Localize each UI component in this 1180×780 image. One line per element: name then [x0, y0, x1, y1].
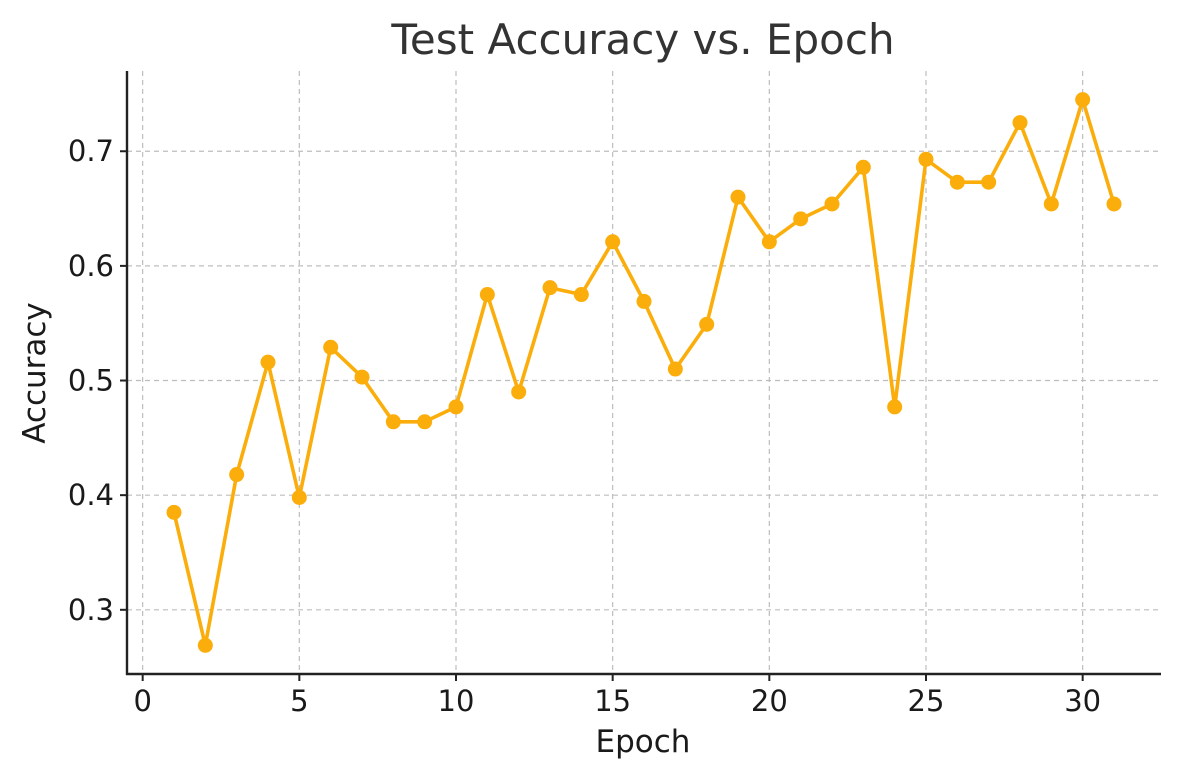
- data-point: [855, 159, 871, 175]
- data-point: [291, 489, 307, 505]
- data-point: [949, 174, 965, 190]
- accuracy-line: [172, 97, 1116, 648]
- data-point: [605, 234, 621, 250]
- grid: [127, 71, 1161, 674]
- data-point: [981, 174, 997, 190]
- data-point: [918, 151, 934, 167]
- data-line-group: [166, 92, 1122, 653]
- x-tick-label: 25: [908, 684, 945, 718]
- data-point: [354, 369, 370, 385]
- data-point: [323, 339, 339, 355]
- data-point: [511, 384, 527, 400]
- y-tick-label: 0.7: [68, 134, 114, 168]
- data-point: [573, 287, 589, 303]
- data-point: [385, 414, 401, 430]
- y-tick-label: 0.6: [68, 249, 114, 283]
- data-point: [636, 293, 652, 309]
- data-point: [1043, 196, 1059, 212]
- data-point: [887, 399, 903, 415]
- data-point: [824, 196, 840, 212]
- data-point: [667, 361, 683, 377]
- data-point: [448, 399, 464, 415]
- chart-title: Test Accuracy vs. Epoch: [390, 15, 894, 64]
- data-point: [479, 287, 495, 303]
- data-point: [166, 504, 182, 520]
- data-point: [1075, 92, 1091, 108]
- data-point: [417, 414, 433, 430]
- data-point: [260, 354, 276, 370]
- y-axis-label: Accuracy: [17, 302, 53, 444]
- data-point: [542, 280, 558, 296]
- y-tick-label: 0.3: [68, 593, 114, 627]
- y-tick-label: 0.4: [68, 478, 114, 512]
- data-point: [229, 467, 245, 483]
- data-point: [1012, 115, 1028, 131]
- x-tick-label: 20: [751, 684, 788, 718]
- data-point: [730, 189, 746, 205]
- data-point: [1106, 196, 1122, 212]
- x-tick-label: 10: [438, 684, 475, 718]
- x-axis-label: Epoch: [596, 724, 691, 760]
- x-tick-label: 30: [1064, 684, 1101, 718]
- data-point: [699, 316, 715, 332]
- data-point: [197, 637, 213, 653]
- x-tick-label: 5: [290, 684, 308, 718]
- y-axis-ticks: 0.3 0.4 0.5 0.6 0.7: [68, 134, 127, 627]
- data-point: [793, 211, 809, 227]
- x-tick-label: 0: [133, 684, 151, 718]
- x-axis-ticks: 0 5 10 15 20 25 30: [133, 674, 1101, 718]
- x-tick-label: 15: [594, 684, 631, 718]
- data-point: [761, 234, 777, 250]
- y-tick-label: 0.5: [68, 364, 114, 398]
